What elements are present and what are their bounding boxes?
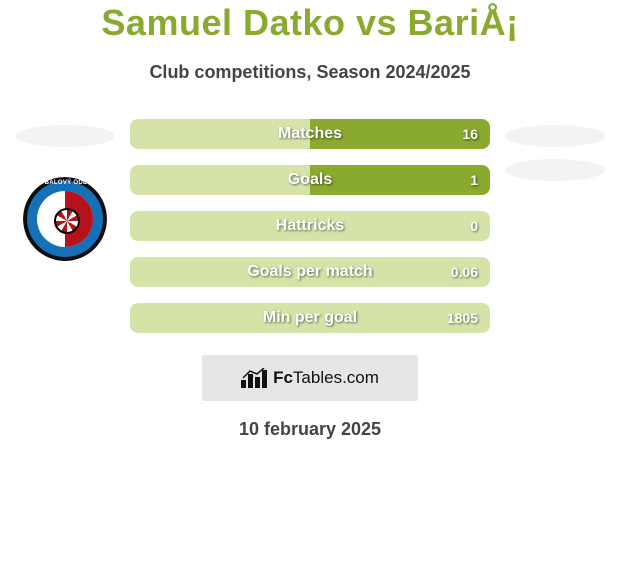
stat-right-value: 0 (470, 218, 478, 234)
stat-row-goals: Goals 1 (130, 165, 490, 195)
player-photo-placeholder-right-1 (505, 125, 605, 147)
stat-label: Matches (278, 125, 342, 143)
stat-row-goals-per-match: Goals per match 0.06 (130, 257, 490, 287)
right-player-col (500, 119, 610, 187)
stat-right-value: 1 (470, 172, 478, 188)
club-badge-ball-icon (54, 208, 80, 234)
stat-label: Goals per match (247, 263, 372, 281)
stat-label: Hattricks (276, 217, 344, 235)
brand-attribution[interactable]: FcTables.com (202, 355, 418, 401)
stat-row-hattricks: Hattricks 0 (130, 211, 490, 241)
stat-row-min-per-goal: Min per goal 1805 (130, 303, 490, 333)
bar-chart-icon (241, 368, 267, 388)
comparison-widget: Samuel Datko vs BariÅ¡ Club competitions… (0, 0, 620, 580)
columns: FUTBALOVÝ ODDIEL Matches 16 Goals 1 Hattrick… (0, 119, 620, 333)
stat-right-fill (310, 165, 490, 195)
stat-label: Min per goal (263, 309, 357, 327)
stat-right-value: 16 (462, 126, 478, 142)
stat-bars: Matches 16 Goals 1 Hattricks 0 Goals per match… (130, 119, 490, 333)
stat-right-value: 1805 (447, 310, 478, 326)
stat-row-matches: Matches 16 (130, 119, 490, 149)
stat-right-value: 0.06 (451, 264, 478, 280)
page-subtitle: Club competitions, Season 2024/2025 (0, 62, 620, 83)
club-badge-left: FUTBALOVÝ ODDIEL (23, 177, 107, 261)
player-photo-placeholder-left (15, 125, 115, 147)
stat-label: Goals (288, 171, 332, 189)
player-photo-placeholder-right-2 (505, 159, 605, 181)
footer-date: 10 february 2025 (0, 419, 620, 440)
page-title: Samuel Datko vs BariÅ¡ (0, 0, 620, 44)
brand-text: FcTables.com (273, 368, 379, 388)
left-player-col: FUTBALOVÝ ODDIEL (10, 119, 120, 261)
